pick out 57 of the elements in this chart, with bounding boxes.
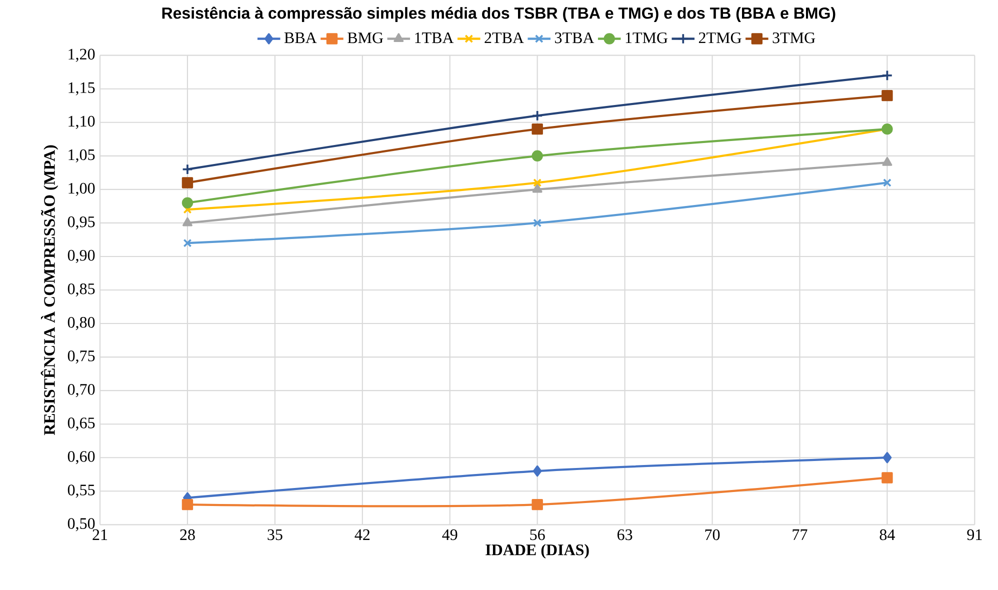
x-tick-label: 56 <box>530 529 545 540</box>
point <box>532 184 542 193</box>
point <box>532 150 543 162</box>
chart-title: Resistência à compressão simples média dos TSBR (TBA e TMG) e dos TB (BBA e BMG) <box>162 6 836 22</box>
legend-label: BBA <box>284 32 317 44</box>
point <box>882 178 892 187</box>
point <box>182 498 194 510</box>
point <box>533 218 542 228</box>
y-tick-label: 0,65 <box>68 418 95 431</box>
legend-label: 2TMG <box>698 32 742 44</box>
y-tick-label: 0,95 <box>68 216 95 230</box>
x-tick-label: 70 <box>705 529 720 540</box>
y-tick-label: 1,10 <box>68 116 95 129</box>
x-tick-label: 42 <box>354 529 370 540</box>
x-axis-title: IDADE (DIAS) <box>486 544 589 559</box>
x-tick-label: 21 <box>92 529 108 540</box>
point <box>882 472 893 484</box>
legend-label: 3TMG <box>772 32 816 44</box>
y-tick-label: 0,80 <box>68 316 95 330</box>
point <box>182 164 194 175</box>
legend-label: 1TMG <box>626 32 668 44</box>
x-tick-label: 49 <box>442 529 458 540</box>
y-tick-label: 0,50 <box>68 518 95 532</box>
x-tick-label: 77 <box>792 529 808 540</box>
legend-label: 3TBA <box>555 32 594 44</box>
point <box>882 157 892 166</box>
legend-label: BMG <box>348 32 384 44</box>
point <box>532 465 542 477</box>
x-tick-label: 35 <box>268 529 282 540</box>
legend-label: 1TBA <box>415 32 454 44</box>
point <box>532 498 543 510</box>
point <box>533 178 542 187</box>
point <box>532 123 543 135</box>
x-tick-label: 91 <box>967 529 982 540</box>
point <box>532 110 543 122</box>
y-tick-label: 0,75 <box>68 350 95 364</box>
point <box>182 177 194 188</box>
y-tick-label: 1,15 <box>68 82 95 96</box>
y-axis-title: RESISTÊNCIA À COMPRESSÃO (MPA) <box>40 145 58 436</box>
y-tick-label: 1,20 <box>68 48 95 62</box>
y-tick-label: 0,70 <box>68 384 95 398</box>
point <box>183 238 192 248</box>
x-tick-label: 84 <box>880 529 895 540</box>
y-tick-label: 0,55 <box>68 484 95 498</box>
point <box>182 217 192 226</box>
legend-label: 2TBA <box>484 32 524 44</box>
x-tick-label: 63 <box>617 529 632 540</box>
y-tick-label: 1,00 <box>68 182 95 196</box>
point <box>882 90 893 102</box>
point <box>882 70 893 82</box>
y-tick-label: 0,60 <box>68 451 95 464</box>
point <box>882 452 892 464</box>
point <box>182 197 194 208</box>
y-tick-label: 0,85 <box>68 283 95 297</box>
x-tick-label: 28 <box>180 529 195 540</box>
y-tick-label: 1,05 <box>68 149 95 162</box>
y-tick-label: 0,90 <box>68 250 95 264</box>
